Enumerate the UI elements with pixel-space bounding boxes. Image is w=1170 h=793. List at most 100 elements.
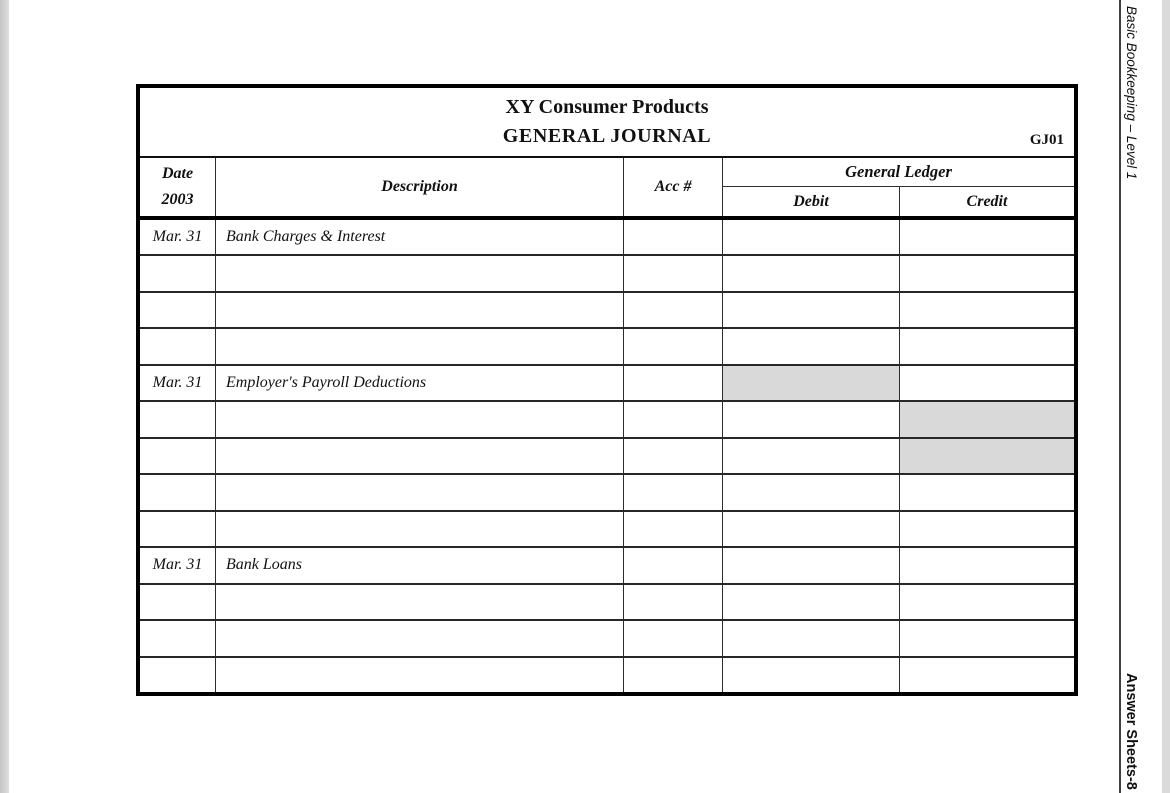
journal-cell-credit: [900, 256, 1074, 290]
journal-cell-acc: [624, 621, 723, 656]
journal-cell-date: Mar. 31: [140, 365, 216, 401]
journal-row: [140, 292, 1074, 330]
journal-row: [140, 256, 1074, 293]
column-header-general-ledger-group: General Ledger Debit Credit: [723, 158, 1074, 216]
journal-title: GENERAL JOURNAL: [502, 124, 712, 147]
journal-cell-date: [140, 475, 216, 510]
journal-row: [140, 402, 1074, 439]
journal-cell-debit: [723, 475, 900, 510]
journal-cell-date: [140, 438, 216, 474]
journal-title-band: XY Consumer Products GENERAL JOURNAL GJ0…: [140, 88, 1074, 158]
journal-cell-debit: [723, 292, 900, 328]
journal-cell-acc: [624, 548, 723, 583]
journal-code: GJ01: [1029, 132, 1064, 148]
journal-cell-credit: [900, 475, 1074, 509]
journal-row: Mar. 31 Bank Loans: [140, 548, 1074, 585]
page-edge-right: [1162, 0, 1170, 793]
journal-cell-credit: [900, 621, 1074, 655]
journal-cell-debit: [723, 438, 900, 474]
journal-row: [140, 329, 1074, 366]
journal-cell-credit: [900, 438, 1074, 474]
journal-cell-acc: [624, 511, 723, 547]
journal-cell-debit: [723, 548, 900, 583]
journal-cell-acc: [624, 438, 723, 474]
journal-row: [140, 438, 1074, 476]
journal-cell-debit: [723, 220, 900, 255]
journal-header-row: Date 2003 Description Acc # General Ledg…: [140, 158, 1074, 220]
journal-cell-date: Mar. 31: [140, 548, 216, 583]
journal-row: [140, 657, 1074, 693]
journal-cell-debit: [723, 365, 900, 401]
column-header-debit: Debit: [723, 187, 900, 216]
journal-cell-description: [216, 292, 624, 328]
column-header-credit: Credit: [966, 192, 1008, 210]
journal-row: Mar. 31 Employer's Payroll Deductions: [140, 365, 1074, 403]
column-header-general-ledger: General Ledger: [723, 158, 1074, 187]
journal-cell-acc: [624, 657, 723, 693]
journal-cell-date: [140, 584, 216, 620]
journal-cell-debit: [723, 584, 900, 620]
journal-cell-date: Mar. 31: [140, 220, 216, 255]
journal-cell-description: [216, 256, 624, 291]
journal-cell-date: [140, 256, 216, 291]
course-title-vertical: Basic Bookkeeping – Level 1: [1124, 6, 1139, 180]
company-name: XY Consumer Products: [505, 96, 709, 119]
column-header-description: Description: [216, 158, 624, 216]
journal-cell-description: [216, 511, 624, 547]
journal-cell-credit: [900, 512, 1074, 546]
journal-cell-description: [216, 402, 624, 437]
journal-cell-debit: [723, 402, 900, 437]
journal-cell-credit: [900, 548, 1074, 582]
journal-cell-debit: [723, 657, 900, 693]
column-header-acc: Acc #: [624, 158, 723, 216]
journal-cell-description: Bank Loans: [216, 548, 624, 583]
journal-row: [140, 511, 1074, 549]
journal-cell-acc: [624, 475, 723, 510]
journal-cell-credit: [900, 293, 1074, 327]
journal-cell-credit: [900, 329, 1074, 363]
journal-cell-acc: [624, 220, 723, 255]
journal-cell-description: Bank Charges & Interest: [216, 220, 624, 255]
journal-cell-credit: [900, 402, 1074, 437]
journal-cell-date: [140, 402, 216, 437]
journal-body: Mar. 31 Bank Charges & Interest Mar. 31 …: [140, 220, 1074, 693]
journal-cell-acc: [624, 292, 723, 328]
general-ledger-subheaders: Debit Credit: [723, 187, 1074, 216]
journal-cell-acc: [624, 365, 723, 401]
journal-cell-description: [216, 657, 624, 693]
journal-cell-description: [216, 621, 624, 656]
journal-cell-date: [140, 511, 216, 547]
page-edge-left: [0, 0, 9, 793]
journal-row: [140, 621, 1074, 658]
journal-cell-debit: [723, 621, 900, 656]
journal-cell-credit: [900, 220, 1074, 254]
general-journal-table: XY Consumer Products GENERAL JOURNAL GJ0…: [136, 84, 1078, 696]
journal-cell-credit: [900, 585, 1074, 619]
journal-cell-acc: [624, 256, 723, 291]
answer-sheet-label-vertical: Answer Sheets-8: [1123, 673, 1139, 790]
journal-row: [140, 584, 1074, 622]
journal-cell-acc: [624, 584, 723, 620]
journal-cell-description: [216, 438, 624, 474]
journal-cell-debit: [723, 256, 900, 291]
margin-divider-line: [1119, 0, 1121, 793]
journal-cell-date: [140, 292, 216, 328]
journal-row: [140, 475, 1074, 512]
column-header-date: Date 2003: [140, 158, 216, 216]
journal-cell-description: Employer's Payroll Deductions: [216, 365, 624, 401]
journal-cell-date: [140, 621, 216, 656]
journal-row: Mar. 31 Bank Charges & Interest: [140, 220, 1074, 257]
journal-cell-date: [140, 329, 216, 364]
journal-cell-acc: [624, 402, 723, 437]
journal-cell-debit: [723, 511, 900, 547]
journal-cell-credit: [900, 658, 1074, 692]
journal-cell-credit: [900, 366, 1074, 400]
journal-cell-date: [140, 657, 216, 693]
journal-cell-debit: [723, 329, 900, 364]
column-header-year-label: 2003: [161, 190, 194, 208]
journal-cell-description: [216, 475, 624, 510]
column-header-date-label: Date: [161, 165, 194, 183]
journal-cell-description: [216, 329, 624, 364]
journal-cell-description: [216, 584, 624, 620]
journal-cell-acc: [624, 329, 723, 364]
